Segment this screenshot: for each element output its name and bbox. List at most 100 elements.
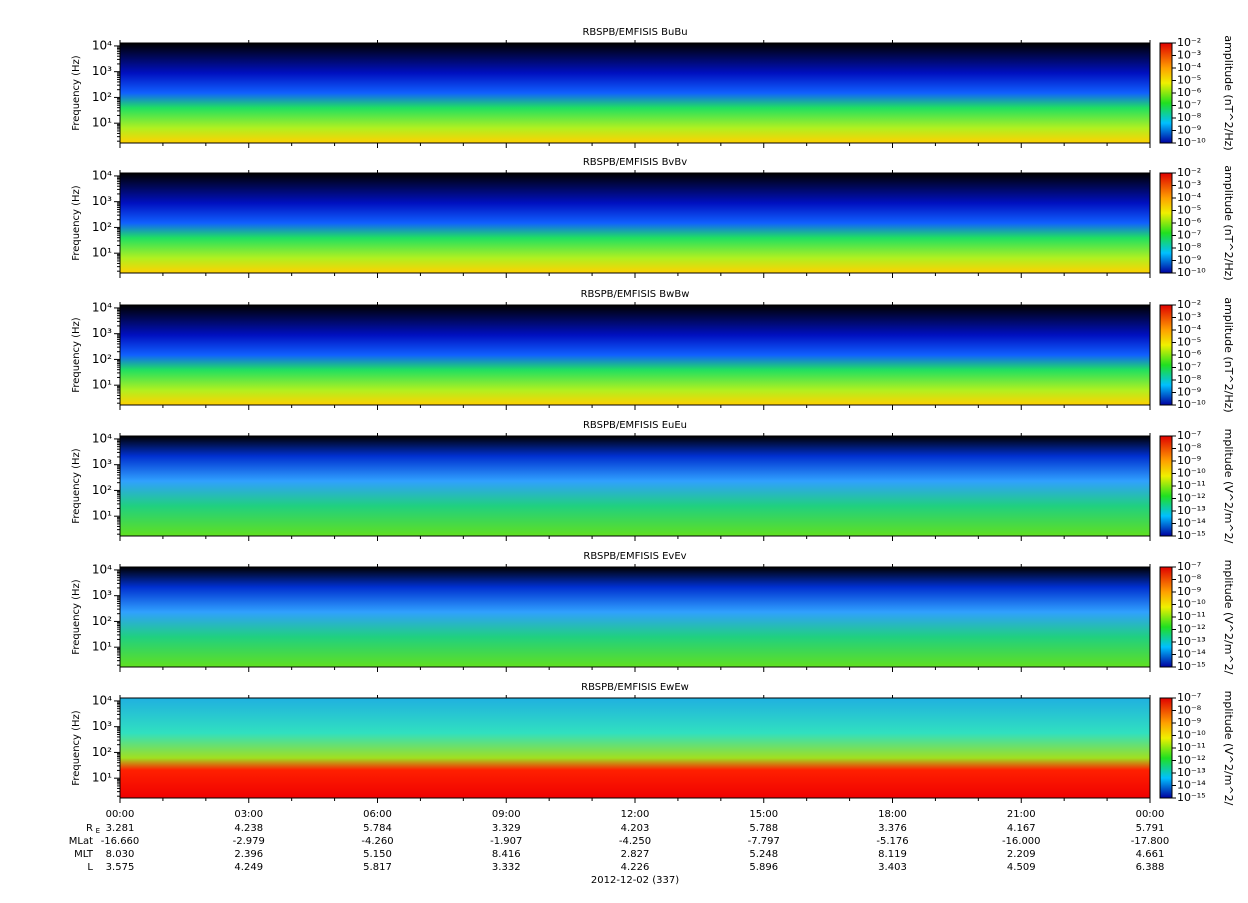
colorbar-tick-label: 10⁻¹⁰ (1177, 729, 1206, 742)
y-tick-label: 10² (92, 745, 112, 759)
x-tick-label: 06:00 (363, 809, 392, 820)
spectrogram (120, 305, 1150, 405)
colorbar-tick-label: 10⁻⁸ (1177, 111, 1202, 124)
ephemeris-value: 8.030 (106, 849, 135, 860)
colorbar-label: amplitude (nT^2/Hz) (1222, 165, 1235, 280)
colorbar-tick-label: 10⁻⁶ (1177, 216, 1202, 229)
colorbar (1159, 435, 1173, 537)
x-tick-label: 09:00 (492, 809, 521, 820)
colorbar-tick-label: 10⁻⁷ (1177, 691, 1201, 704)
panel-title: RBSPB/EMFISIS BuBu (582, 27, 687, 38)
colorbar-tick-label: 10⁻⁷ (1177, 361, 1201, 374)
y-tick-label: 10³ (92, 326, 112, 340)
colorbar-tick-label: 10⁻⁶ (1177, 348, 1202, 361)
y-axis-label: Frequency (Hz) (71, 710, 82, 786)
colorbar-tick-label: 10⁻¹² (1177, 623, 1206, 636)
colorbar-tick-label: 10⁻¹² (1177, 754, 1206, 767)
colorbar-tick-label: 10⁻⁸ (1177, 442, 1202, 455)
ephemeris-value: -4.250 (619, 836, 651, 847)
panel-title: RBSPB/EMFISIS EwEw (581, 682, 689, 693)
ephemeris-value: -5.176 (876, 836, 908, 847)
y-tick-label: 10² (92, 90, 112, 104)
colorbar-tick-label: 10⁻⁷ (1177, 99, 1201, 112)
ephemeris-value: 5.784 (363, 823, 392, 834)
ephemeris-value: 6.388 (1136, 862, 1165, 873)
y-tick-label: 10³ (92, 588, 112, 602)
colorbar-tick-label: 10⁻⁴ (1177, 61, 1202, 74)
colorbar-tick-label: 10⁻⁸ (1177, 573, 1202, 586)
colorbar-tick-label: 10⁻¹⁴ (1177, 779, 1206, 792)
colorbar (1159, 42, 1173, 144)
ephemeris-value: 2.209 (1007, 849, 1036, 860)
colorbar-tick-label: 10⁻⁵ (1177, 204, 1201, 217)
colorbar-tick-label: 10⁻¹⁴ (1177, 517, 1206, 530)
colorbar-tick-label: 10⁻⁷ (1177, 560, 1201, 573)
colorbar-tick-label: 10⁻⁶ (1177, 86, 1202, 99)
ephemeris-value: -2.979 (233, 836, 265, 847)
colorbar-tick-label: 10⁻¹⁰ (1177, 598, 1206, 611)
y-tick-label: 10³ (92, 194, 112, 208)
spectrogram (120, 698, 1150, 798)
ephemeris-value: 5.788 (749, 823, 778, 834)
ephemeris-label: R (86, 823, 93, 834)
colorbar-tick-label: 10⁻¹⁰ (1177, 136, 1206, 149)
colorbar-tick-label: 10⁻² (1177, 36, 1201, 49)
x-tick-label: 18:00 (878, 809, 907, 820)
ephemeris-value: 3.575 (106, 862, 135, 873)
ephemeris-value: 3.332 (492, 862, 521, 873)
y-tick-label: 10¹ (92, 378, 112, 392)
y-tick-label: 10⁴ (92, 431, 112, 445)
ephemeris-label: MLat (69, 836, 93, 847)
ephemeris-value: 4.203 (621, 823, 650, 834)
colorbar-tick-label: 10⁻⁴ (1177, 323, 1202, 336)
colorbar-label: amplitude (nT^2/Hz) (1222, 35, 1235, 150)
x-tick-label: 00:00 (106, 809, 135, 820)
colorbar (1159, 304, 1173, 406)
colorbar-tick-label: 10⁻¹⁴ (1177, 648, 1206, 661)
colorbar-tick-label: 10⁻³ (1177, 179, 1201, 192)
ephemeris-value: 3.329 (492, 823, 521, 834)
ephemeris-value: 2.396 (234, 849, 263, 860)
colorbar-tick-label: 10⁻⁸ (1177, 373, 1202, 386)
panel-title: RBSPB/EMFISIS EvEv (583, 551, 686, 562)
ephemeris-value: 3.281 (106, 823, 135, 834)
colorbar-tick-label: 10⁻⁵ (1177, 74, 1201, 87)
ephemeris-value: -1.907 (490, 836, 522, 847)
spectrogram (120, 173, 1150, 273)
colorbar-tick-label: 10⁻⁹ (1177, 386, 1201, 399)
ephemeris-value: 2.827 (621, 849, 650, 860)
ephemeris-value: -16.000 (1002, 836, 1041, 847)
ephemeris-value: 3.376 (878, 823, 907, 834)
colorbar-tick-label: 10⁻⁹ (1177, 716, 1201, 729)
y-tick-label: 10³ (92, 64, 112, 78)
colorbar-tick-label: 10⁻¹⁵ (1177, 791, 1206, 804)
colorbar-label: mplitude (V^2/m^2/ (1222, 691, 1235, 806)
colorbar-tick-label: 10⁻⁹ (1177, 254, 1201, 267)
spectrogram (120, 567, 1150, 667)
y-axis-label: Frequency (Hz) (71, 55, 82, 131)
ephemeris-value: 4.249 (234, 862, 263, 873)
colorbar-tick-label: 10⁻³ (1177, 49, 1201, 62)
colorbar-tick-label: 10⁻¹³ (1177, 504, 1206, 517)
colorbar-tick-label: 10⁻¹² (1177, 492, 1206, 505)
colorbar-tick-label: 10⁻¹³ (1177, 635, 1206, 648)
x-tick-label: 03:00 (234, 809, 263, 820)
ephemeris-value: 4.226 (621, 862, 650, 873)
colorbar-tick-label: 10⁻¹³ (1177, 766, 1206, 779)
y-tick-label: 10³ (92, 457, 112, 471)
colorbar-tick-label: 10⁻¹⁵ (1177, 529, 1206, 542)
colorbar-tick-label: 10⁻⁹ (1177, 585, 1201, 598)
ephemeris-sub: E (96, 827, 100, 835)
ephemeris-label: MLT (74, 849, 94, 860)
colorbar-tick-label: 10⁻⁸ (1177, 704, 1202, 717)
y-tick-label: 10² (92, 483, 112, 497)
ephemeris-value: 8.416 (492, 849, 521, 860)
colorbar-tick-label: 10⁻¹⁰ (1177, 266, 1206, 279)
panel-title: RBSPB/EMFISIS BvBv (583, 157, 687, 168)
x-tick-label: 00:00 (1136, 809, 1165, 820)
colorbar-tick-label: 10⁻¹⁰ (1177, 398, 1206, 411)
colorbar-tick-label: 10⁻⁵ (1177, 336, 1201, 349)
ephemeris-value: -4.260 (361, 836, 393, 847)
colorbar-tick-label: 10⁻⁴ (1177, 191, 1202, 204)
colorbar-label: mplitude (V^2/m^2/ (1222, 429, 1235, 544)
